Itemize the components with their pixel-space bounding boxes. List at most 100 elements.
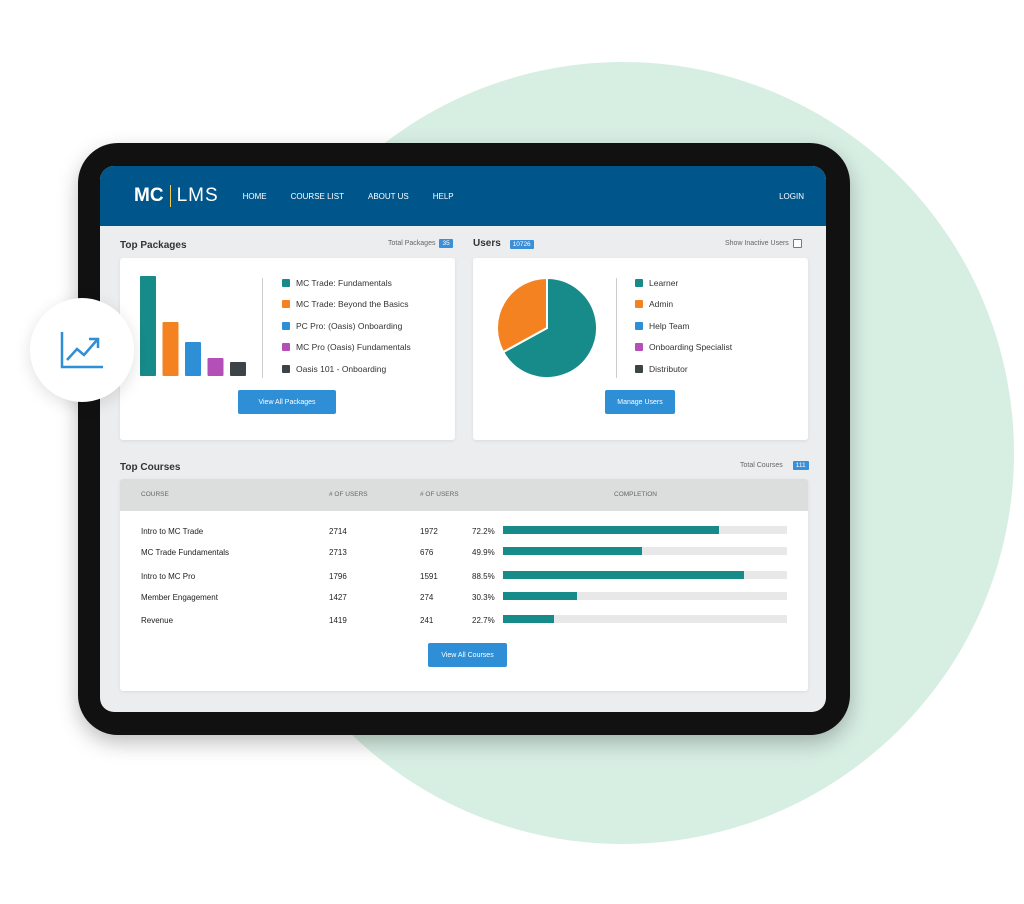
legend-swatch [282,321,290,330]
users-count: 2713 [329,548,347,557]
legend-label: Distributor [649,363,688,374]
login-link[interactable]: LOGIN [779,191,804,201]
completion-percent: 30.3% [472,593,495,602]
legend-label: Learner [649,277,679,288]
analytics-badge [30,298,134,402]
users-count-2: 1972 [420,527,438,536]
packages-bar-chart [140,276,246,376]
completion-bar [503,592,787,600]
course-name: Intro to MC Pro [141,572,196,581]
show-inactive-checkbox[interactable] [792,239,802,248]
app-screen: MC LMS HOME COURSE LIST ABOUT US HELP LOG… [100,166,826,712]
table-row[interactable]: Revenue 1419 241 22.7% [120,610,808,631]
bar-3 [185,342,201,376]
completion-bar-fill [503,547,643,555]
legend-label: PC Pro: (Oasis) Onboarding [296,320,403,331]
nav-home[interactable]: HOME [242,191,267,201]
users-count-badge: 10726 [509,240,534,249]
logo[interactable]: MC LMS [134,185,219,207]
col-users: # OF USERS [329,491,368,498]
legend-label: MC Trade: Fundamentals [296,277,392,288]
legend-label: MC Trade: Beyond the Basics [296,299,409,310]
total-packages-badge: 35 [439,239,453,248]
tablet-frame: MC LMS HOME COURSE LIST ABOUT US HELP LOG… [78,143,850,735]
completion-percent: 88.5% [472,572,495,581]
course-name: Intro to MC Trade [141,527,204,536]
completion-percent: 49.9% [472,548,495,557]
completion-bar [503,526,787,534]
total-packages: Total Packages 35 [388,239,453,248]
nav-menu: HOME COURSE LIST ABOUT US HELP [243,192,454,201]
users-count: 2714 [329,527,347,536]
legend-label: Onboarding Specialist [649,342,733,353]
completion-percent: 22.7% [472,616,495,625]
total-courses: Total Courses 111 [740,461,809,470]
divider [262,278,263,378]
divider [616,278,617,378]
completion-bar-fill [503,615,555,623]
users-count-2: 274 [420,593,434,602]
users-count-2: 676 [420,548,434,557]
table-row[interactable]: MC Trade Fundamentals 2713 676 49.9% [120,542,808,563]
legend-swatch [282,364,290,373]
legend-swatch [635,300,643,309]
show-inactive-users[interactable]: Show Inactive Users [725,239,802,248]
col-completion: COMPLETION [614,491,657,498]
nav-about-us[interactable]: ABOUT US [367,191,409,201]
logo-divider [169,185,171,207]
bar-4 [207,358,224,376]
view-all-courses-button[interactable]: View All Courses [428,643,507,667]
users-title-text: Users [473,238,501,249]
view-all-packages-button[interactable]: View All Packages [238,390,336,414]
table-row[interactable]: Intro to MC Pro 1796 1591 88.5% [120,566,808,587]
completion-bar [503,547,787,555]
legend-item: PC Pro: (Oasis) Onboarding [282,315,411,337]
users-card: Learner Admin Help Team Onboarding Speciali… [473,258,808,440]
users-legend: Learner Admin Help Team Onboarding Speciali… [635,272,732,380]
legend-item: Admin [635,294,732,316]
show-inactive-label: Show Inactive Users [725,240,789,247]
nav-help[interactable]: HELP [432,191,454,201]
bar-1 [140,276,156,376]
total-courses-label: Total Courses [740,462,783,469]
packages-legend: MC Trade: Fundamentals MC Trade: Beyond t… [282,272,411,380]
legend-swatch [282,278,290,287]
table-header: COURSE # OF USERS # OF USERS COMPLETION [120,479,808,511]
users-count-2: 1591 [420,572,438,581]
legend-swatch [282,343,290,352]
completion-percent: 72.2% [472,527,495,536]
pie-slice-admin [496,276,548,354]
bar-5 [230,362,246,376]
table-row[interactable]: Intro to MC Trade 2714 1972 72.2% [120,521,808,542]
legend-item: MC Pro (Oasis) Fundamentals [282,337,411,359]
trending-up-icon [60,332,103,369]
completion-bar-fill [503,592,577,600]
users-count-2: 241 [420,616,434,625]
legend-item: MC Trade: Beyond the Basics [282,294,411,316]
legend-item: Oasis 101 - Onboarding [282,358,411,380]
legend-item: Learner [635,272,732,294]
top-courses-title: Top Courses [120,462,181,473]
bar-2 [162,322,179,376]
users-pie-chart [496,276,598,379]
pie-slice-learner [501,276,598,379]
legend-swatch [282,300,290,309]
legend-label: Help Team [649,320,690,331]
table-row[interactable]: Member Engagement 1427 274 30.3% [120,587,808,608]
total-packages-label: Total Packages [388,240,436,247]
legend-label: Oasis 101 - Onboarding [296,363,387,374]
users-count: 1427 [329,593,347,602]
completion-bar-fill [503,526,719,534]
legend-item: Distributor [635,358,732,380]
top-packages-card: MC Trade: Fundamentals MC Trade: Beyond t… [120,258,455,440]
legend-label: MC Pro (Oasis) Fundamentals [296,342,411,353]
col-course: COURSE [141,491,169,498]
manage-users-button[interactable]: Manage Users [605,390,675,414]
top-courses-table: COURSE # OF USERS # OF USERS COMPLETION … [120,479,808,691]
nav-course-list[interactable]: COURSE LIST [290,191,344,201]
completion-bar [503,571,787,579]
course-name: MC Trade Fundamentals [141,548,230,557]
col-users-2: # OF USERS [420,491,459,498]
legend-swatch [635,278,643,287]
legend-swatch [635,364,643,373]
